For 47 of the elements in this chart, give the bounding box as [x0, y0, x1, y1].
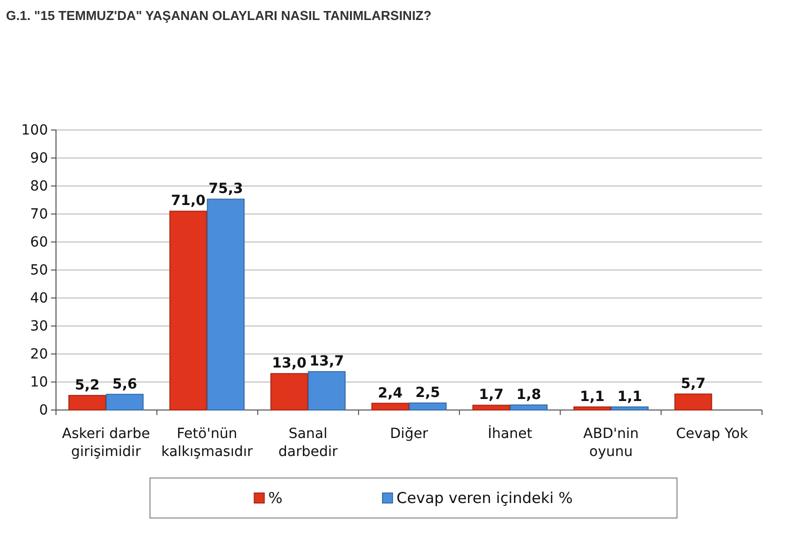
- y-tick-label: 40: [30, 290, 48, 306]
- data-label: 5,7: [680, 376, 706, 392]
- data-label: 1,8: [516, 386, 542, 403]
- y-tick-label: 100: [21, 122, 48, 138]
- bar: [510, 404, 548, 410]
- legend-label: %: [268, 489, 283, 507]
- bar: [674, 394, 712, 410]
- y-tick-label: 80: [30, 178, 48, 194]
- data-label: 5,2: [74, 377, 100, 394]
- bar: [206, 198, 245, 410]
- y-tick-label: 20: [30, 346, 48, 362]
- data-label: 2,5: [415, 385, 440, 401]
- bar: [371, 402, 410, 410]
- x-tick-label: Sanal darbedir: [278, 426, 338, 460]
- y-tick-label: 0: [39, 402, 48, 418]
- data-label: 71,0: [170, 193, 206, 210]
- bar: [472, 404, 510, 410]
- data-label: 1,1: [617, 388, 642, 405]
- bar: [610, 406, 649, 410]
- chart-title: G.1. "15 TEMMUZ'DA" YAŞANAN OLAYLARI NASIL TANIMLARSINIZ?: [6, 8, 432, 23]
- x-tick-label: Fetö'nün kalkışmasıdır: [161, 426, 254, 460]
- data-label: 1,7: [478, 387, 504, 404]
- bar: [169, 210, 208, 410]
- data-label: 75,3: [208, 181, 244, 198]
- y-tick-label: 70: [30, 206, 48, 222]
- bar: [573, 406, 612, 410]
- x-tick-label: Cevap Yok: [676, 426, 749, 442]
- bar: [408, 402, 447, 410]
- y-tick-label: 60: [30, 234, 48, 250]
- x-tick-label: ABD'nin oyunu: [583, 426, 639, 460]
- bar: [106, 394, 144, 410]
- data-label: 5,6: [112, 376, 138, 392]
- x-tick-label: Askeri darbe girişimidir: [62, 426, 150, 460]
- bar: [308, 371, 346, 410]
- data-label: 13,7: [309, 354, 344, 370]
- bar: [68, 394, 106, 410]
- bar: [270, 373, 308, 410]
- legend-label: Cevap veren içindeki %: [396, 489, 573, 507]
- x-tick-label: İhanet: [488, 425, 533, 442]
- data-label: 13,0: [272, 356, 307, 372]
- x-tick-label: Diğer: [390, 426, 428, 442]
- y-tick-label: 50: [30, 262, 48, 278]
- y-tick-label: 30: [30, 318, 48, 334]
- data-label: 2,4: [378, 385, 403, 402]
- data-label: 1,1: [580, 388, 605, 405]
- y-tick-label: 90: [30, 150, 48, 166]
- y-tick-label: 10: [30, 374, 48, 390]
